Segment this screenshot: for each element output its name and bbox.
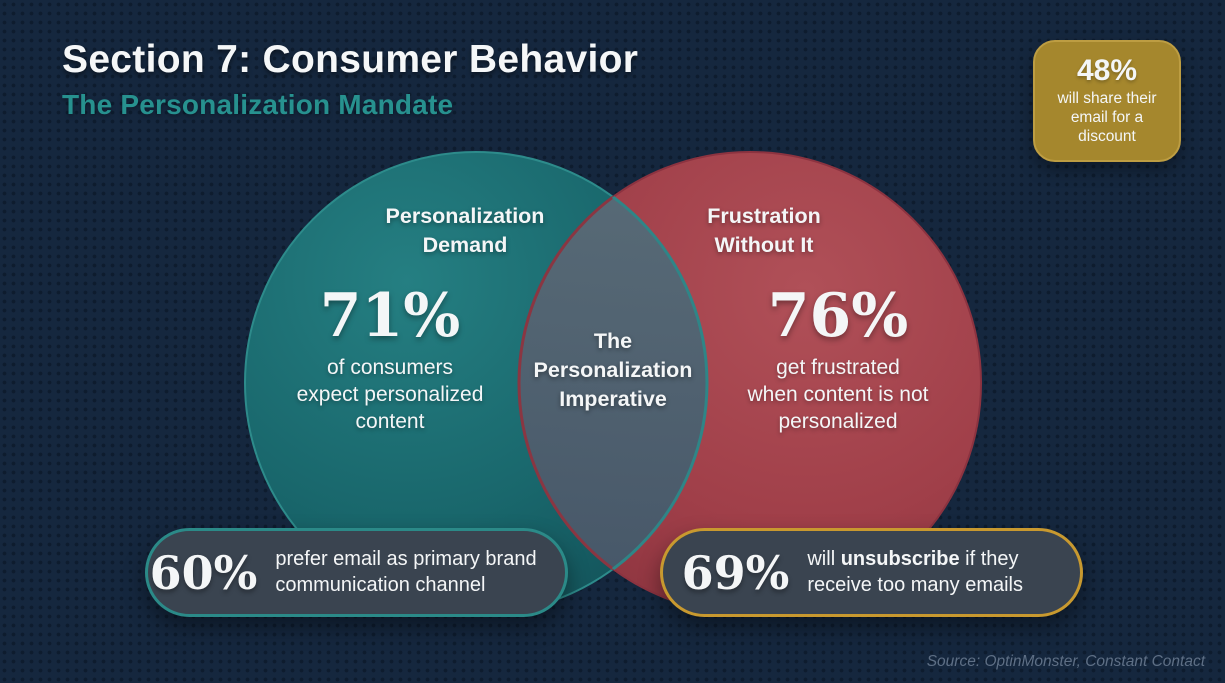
page-subtitle: The Personalization Mandate [62,89,454,120]
overlap-lens [517,152,707,614]
overlap-teal-arc [519,152,709,614]
email-pill-text: prefer email as primary brand communicat… [275,547,537,596]
right-stat: 76% get frustrated when content is not p… [712,286,964,435]
page-title: Section 7: Consumer Behavior [62,38,639,81]
right-stat-description: get frustrated when content is not perso… [747,356,929,434]
stat-pill-unsubscribe: 69% will unsubscribe if they receive too… [660,528,1083,617]
unsubscribe-bold-word: unsubscribe [840,547,960,570]
right-circle-label: Frustration Without It [707,204,821,257]
stat-pill-email-preference: 60% prefer email as primary brand commun… [145,528,568,617]
left-stat-value: 71% [319,281,461,351]
header: Section 7: Consumer Behavior The Persona… [62,38,638,121]
badge-value: 48% [1076,54,1138,88]
overlap-label: The Personalization Imperative [533,329,693,412]
left-stat: 71% of consumers expect personalized con… [266,286,514,435]
discount-stat-badge: 48% will share their email for a discoun… [1033,40,1181,162]
unsubscribe-pill-value: 69% [681,545,790,600]
left-circle-label: Personalization Demand [385,204,545,257]
right-stat-value: 76% [767,281,909,351]
email-pill-value: 60% [149,545,258,600]
unsubscribe-pill-text: will unsubscribe if they receive too man… [807,547,1024,596]
left-stat-description: of consumers expect personalized content [296,356,484,434]
badge-text: will share their email for a discount [1057,89,1157,145]
source-citation: Source: OptinMonster, Constant Contact [926,653,1205,670]
